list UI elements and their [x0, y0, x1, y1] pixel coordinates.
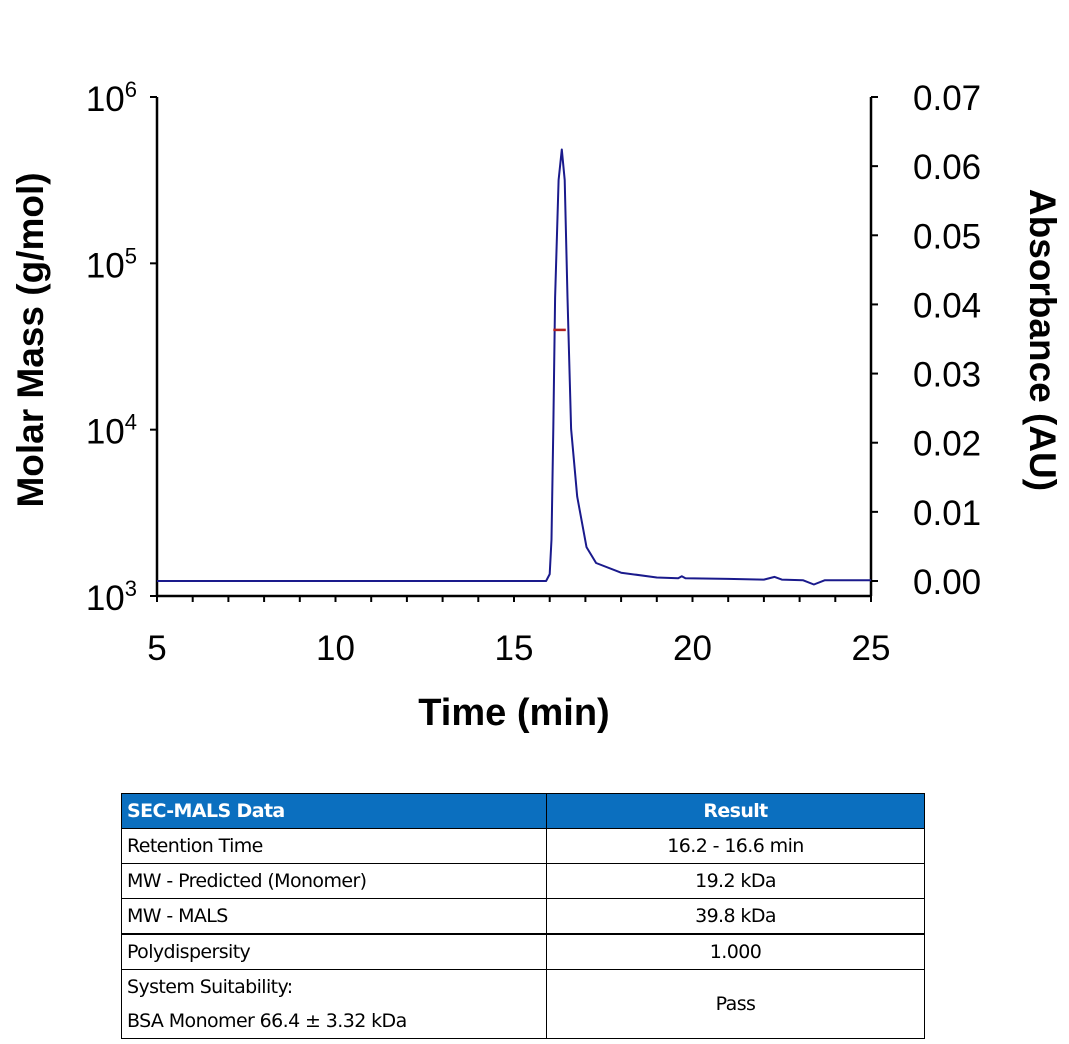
axes	[155, 97, 873, 598]
table-row: MW - Predicted (Monomer) 19.2 kDa	[121, 863, 925, 899]
row-label: MW - MALS	[121, 898, 547, 935]
y-left-tick-label: 106	[86, 77, 137, 119]
row-value: 1.000	[546, 933, 925, 970]
x-tick-label: 20	[673, 629, 712, 668]
row-label: MW - Predicted (Monomer)	[121, 863, 547, 899]
y-right-tick-label: 0.01	[913, 494, 981, 533]
y-right-axis-label: Absorbance (AU)	[1022, 189, 1063, 491]
y-right-tick-label: 0.00	[913, 563, 981, 602]
row-value: Pass	[546, 969, 925, 1039]
row-label: System Suitability: BSA Monomer 66.4 ± 3.…	[121, 969, 547, 1039]
row-value: 16.2 - 16.6 min	[546, 828, 925, 864]
absorbance-line	[157, 148, 871, 586]
y-left-tick-label: 103	[86, 576, 137, 618]
sec-mals-table: SEC-MALS Data Result Retention Time 16.2 …	[121, 793, 925, 1039]
series	[157, 148, 871, 586]
y-left-tick-label: 104	[86, 410, 137, 452]
row-value: 19.2 kDa	[546, 863, 925, 899]
x-tick-label: 10	[316, 629, 355, 668]
header-result: Result	[546, 793, 925, 829]
table-header-row: SEC-MALS Data Result	[121, 793, 925, 829]
row-value: 39.8 kDa	[546, 898, 925, 935]
x-tick-label: 25	[852, 629, 891, 668]
y-right-tick-label: 0.06	[913, 148, 981, 187]
y-right-tick-label: 0.05	[913, 217, 981, 256]
x-tick-label: 15	[495, 629, 534, 668]
y-right-tick-label: 0.02	[913, 425, 981, 464]
sec-mals-chart: 5 10 15 20 25 103 104 105 106 0.00 0.01 0.02 0.03 0.0…	[10, 77, 1063, 734]
y-right-tick-label: 0.04	[913, 286, 981, 325]
row-label: Polydispersity	[121, 933, 547, 970]
x-tick-label: 5	[147, 629, 166, 668]
row-label-line2: BSA Monomer 66.4 ± 3.32 kDa	[127, 1010, 407, 1032]
y-right-tick-label: 0.07	[913, 79, 981, 118]
y-left-axis-label: Molar Mass (g/mol)	[10, 172, 51, 507]
header-data: SEC-MALS Data	[121, 793, 547, 829]
row-label: Retention Time	[121, 828, 547, 864]
table-row: Retention Time 16.2 - 16.6 min	[121, 828, 925, 864]
table-row: MW - MALS 39.8 kDa	[121, 898, 925, 935]
y-left-tick-label: 105	[86, 243, 137, 285]
ticks: 5 10 15 20 25 103 104 105 106 0.00 0.01 0.02 0.03 0.0…	[86, 77, 981, 668]
x-axis-label: Time (min)	[418, 692, 609, 734]
y-right-tick-label: 0.03	[913, 356, 981, 395]
table-row: Polydispersity 1.000	[121, 933, 925, 970]
table-row: System Suitability: BSA Monomer 66.4 ± 3.…	[121, 969, 925, 1039]
row-label-line1: System Suitability:	[127, 976, 293, 998]
